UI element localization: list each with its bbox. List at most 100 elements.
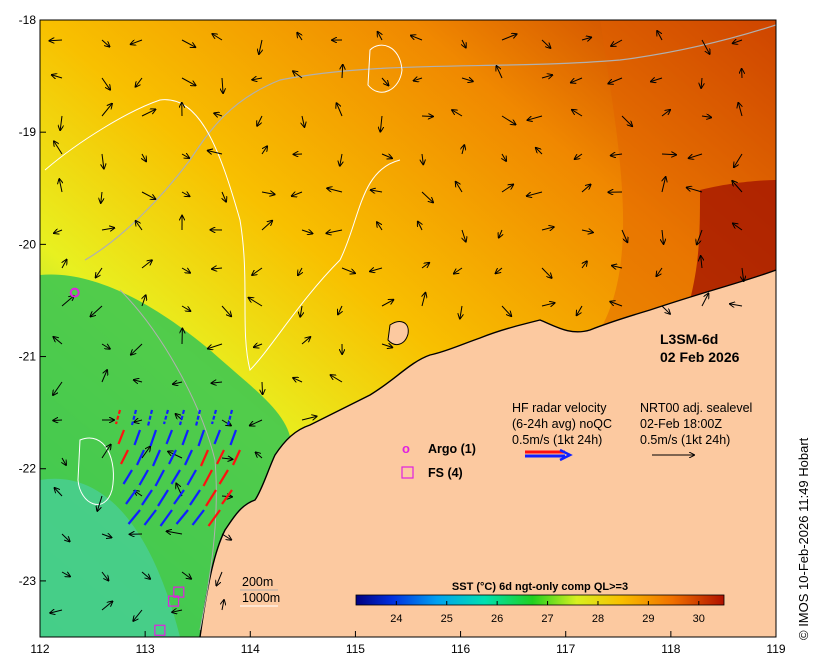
velocity-arrow — [222, 77, 223, 93]
velocity-arrow — [496, 267, 503, 273]
radar-arrow — [173, 489, 185, 505]
lon-tick-label: 118 — [661, 642, 680, 656]
velocity-arrow — [102, 153, 104, 169]
velocity-arrow — [581, 230, 593, 232]
radar-arrow — [138, 469, 149, 486]
isobath-200m — [84, 24, 776, 261]
sealevel-line2: 02-Feb 18:00Z — [640, 417, 722, 431]
velocity-arrow — [621, 115, 632, 126]
velocity-arrow — [502, 153, 506, 161]
radar-arrow — [181, 429, 190, 446]
lat-tick-label: -20 — [19, 237, 37, 251]
velocity-arrow — [208, 343, 223, 349]
velocity-arrow — [134, 420, 143, 422]
lon-tick-label: 114 — [241, 642, 260, 656]
velocity-arrow — [302, 115, 304, 127]
fs-station-marker — [154, 624, 166, 636]
velocity-arrow — [377, 222, 383, 231]
velocity-arrow — [411, 36, 423, 41]
velocity-arrow — [221, 458, 232, 459]
velocity-arrow — [261, 146, 267, 155]
velocity-arrow — [608, 77, 623, 84]
velocity-arrow — [657, 31, 663, 41]
radar-arrow — [149, 429, 158, 447]
velocity-arrow — [212, 34, 223, 41]
velocity-arrow — [101, 39, 109, 47]
velocity-arrow — [101, 534, 111, 538]
velocity-arrow — [101, 602, 112, 611]
velocity-arrow — [733, 223, 743, 231]
velocity-arrow — [52, 75, 63, 78]
velocity-arrow — [62, 260, 67, 269]
velocity-arrow — [221, 419, 231, 425]
velocity-arrow — [212, 382, 223, 383]
lat-tick-label: -19 — [19, 125, 37, 139]
velocity-arrow — [687, 188, 703, 193]
colorbar-tick-label: 29 — [642, 613, 654, 625]
velocity-arrow — [501, 305, 511, 316]
velocity-arrow — [293, 378, 303, 382]
velocity-arrow — [222, 191, 226, 202]
velocity-arrow — [730, 304, 743, 306]
velocity-arrow — [612, 266, 623, 268]
radar-arrow — [194, 409, 202, 427]
velocity-arrow — [381, 344, 392, 347]
velocity-arrow — [381, 154, 392, 158]
velocity-arrow — [60, 115, 62, 130]
velocity-arrow — [496, 66, 503, 79]
radar-arrow — [218, 469, 229, 485]
velocity-arrow — [501, 115, 515, 124]
velocity-arrow — [101, 191, 102, 203]
hf-radar-line1: HF radar velocity — [512, 401, 607, 415]
velocity-arrow — [701, 39, 710, 54]
velocity-arrow — [461, 78, 473, 81]
velocity-arrow — [381, 77, 388, 85]
colorbar-ticks: 24 25 26 27 28 29 30 — [390, 601, 705, 625]
isobath-1000m — [44, 99, 401, 371]
velocity-arrow — [572, 110, 583, 117]
radar-arrow — [186, 469, 197, 486]
fs-legend-label: FS (4) — [428, 466, 463, 480]
velocity-arrow — [327, 188, 343, 193]
velocity-arrow — [101, 104, 112, 117]
velocity-arrow — [298, 267, 302, 275]
velocity-arrow — [181, 267, 190, 273]
velocity-arrow — [421, 263, 429, 269]
radar-arrow — [226, 409, 234, 426]
velocity-arrow — [501, 34, 517, 41]
radar-arrow — [117, 429, 126, 445]
velocity-arrow — [462, 39, 466, 48]
radar-arrow — [191, 509, 205, 526]
velocity-arrow — [101, 571, 108, 580]
velocity-arrow — [340, 153, 342, 166]
velocity-arrow — [101, 77, 110, 90]
velocity-arrow — [61, 296, 74, 307]
velocity-arrow — [689, 153, 703, 158]
map-frame — [39, 19, 777, 638]
colorbar-tick-label: 26 — [491, 613, 503, 625]
velocity-arrow — [610, 302, 623, 307]
map-area — [40, 20, 776, 637]
lat-tick-label: -23 — [19, 574, 37, 588]
velocity-arrow — [575, 153, 583, 159]
velocity-arrow — [300, 305, 302, 317]
radar-arrow — [141, 489, 153, 506]
sealevel-line3: 0.5m/s (1kt 24h) — [640, 433, 730, 447]
radar-arrow — [205, 489, 217, 507]
velocity-arrow — [101, 445, 111, 459]
velocity-arrow — [50, 610, 63, 613]
velocity-arrow — [181, 305, 190, 311]
station-markers — [69, 287, 185, 636]
radar-arrow — [162, 409, 170, 425]
radar-arrow — [184, 449, 193, 466]
velocity-arrow — [167, 531, 183, 534]
velocity-arrow — [701, 116, 711, 117]
velocity-arrow — [456, 182, 463, 193]
colorbar-tick-label: 28 — [592, 613, 604, 625]
velocity-arrow — [541, 227, 554, 230]
velocity-arrow — [661, 110, 670, 117]
velocity-arrow — [141, 191, 155, 199]
velocity-arrow — [101, 343, 110, 349]
velocity-arrow — [54, 141, 63, 155]
lat-tick-label: -22 — [19, 462, 37, 476]
